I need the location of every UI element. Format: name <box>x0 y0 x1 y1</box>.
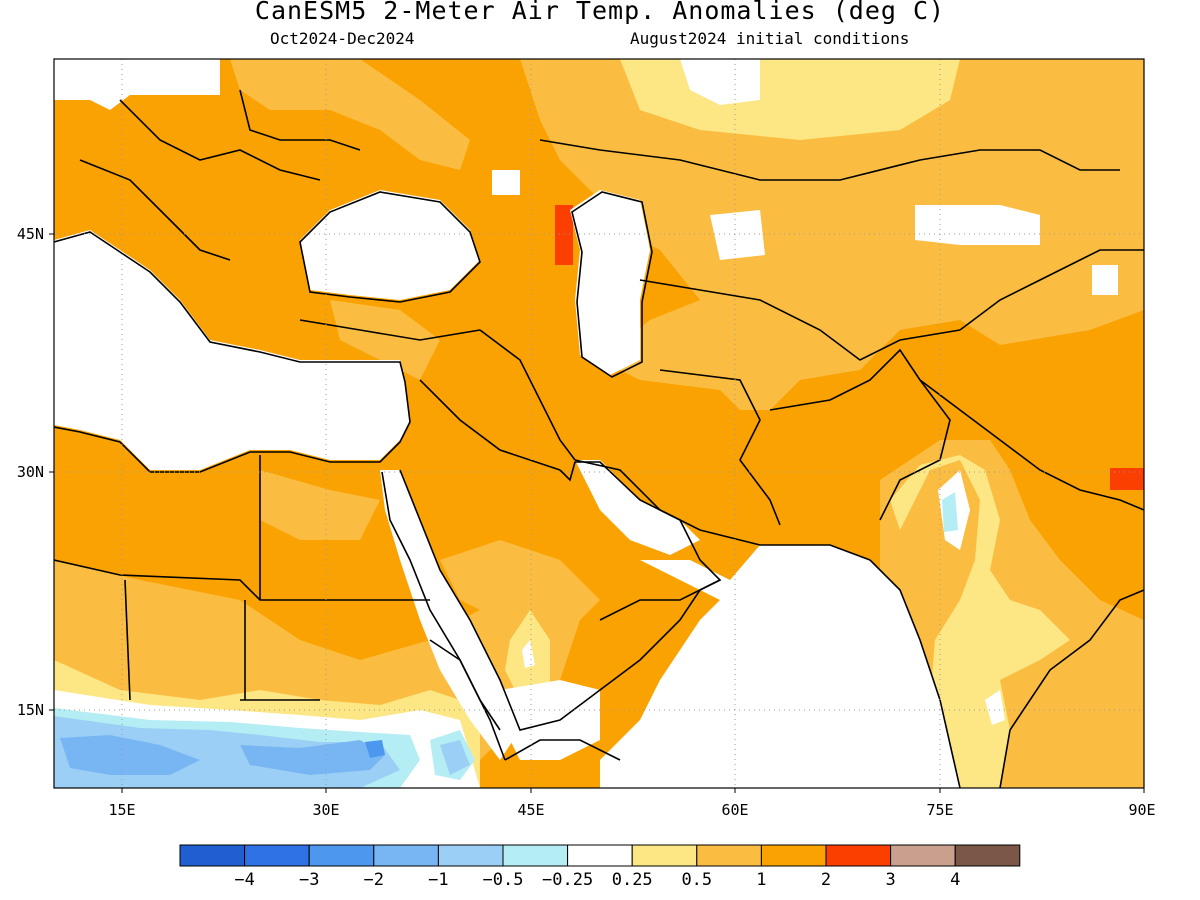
lon-tick-label: 75E <box>926 801 953 819</box>
border-yemen-oman <box>599 579 721 621</box>
border-iran-afghanistan <box>659 369 781 526</box>
map-title: CanESM5 2-Meter Air Temp. Anomalies (deg… <box>254 0 946 25</box>
lat-tick-label: 15N <box>17 701 44 719</box>
forecast-period: Oct2024-Dec2024 <box>270 29 415 48</box>
colorbar-label: −0.25 <box>542 870 593 890</box>
coastline-black-sea <box>299 191 481 303</box>
axis-ticks <box>49 233 1145 793</box>
colorbar-label: 0.25 <box>612 870 653 890</box>
anomaly-region-near-zero <box>680 59 760 105</box>
colorbar-bin <box>437 844 504 867</box>
colorbar-label: 3 <box>885 870 895 890</box>
colorbar-bin <box>567 844 633 867</box>
colorbar-label: 0.5 <box>681 870 712 890</box>
anomaly-region-near-zero <box>985 690 1005 725</box>
colorbar-label: −4 <box>234 870 254 890</box>
colorbar-bin <box>890 844 956 867</box>
masked-northwest-cells <box>54 59 220 110</box>
border-russia-kazakh <box>539 139 1120 181</box>
mediterranean-sea <box>54 230 410 470</box>
colorbar-label: 1 <box>756 870 766 890</box>
red-sea <box>380 470 520 760</box>
coastlines <box>54 89 1144 788</box>
colorbar-bin <box>179 844 246 867</box>
masked-cell <box>1092 265 1118 295</box>
colorbar-bin <box>631 844 698 867</box>
colorbar: −4 −3 −2 −1 −0.5 −0.25 0.25 0.5 1 2 3 4 <box>179 844 1021 890</box>
anomaly-region-0.5-to-1 <box>260 470 380 540</box>
colorbar-bin <box>760 844 827 867</box>
coastline-caspian <box>571 191 653 378</box>
colorbar-bin <box>373 844 439 867</box>
map-frame <box>53 58 1145 789</box>
colorbar-label: −0.5 <box>483 870 524 890</box>
caspian-sea <box>570 190 650 375</box>
lon-tick-label: 15E <box>108 801 135 819</box>
anomaly-region-minus-2-to-minus-1 <box>60 735 200 775</box>
coastline-arabia <box>399 461 722 731</box>
coastline-somalia <box>504 739 621 761</box>
colorbar-label: −2 <box>364 870 384 890</box>
coastline-mediterranean <box>54 231 411 473</box>
anomaly-region-0.5-to-1 <box>230 59 470 170</box>
border-europe-3 <box>239 89 361 151</box>
graticule <box>54 59 1144 788</box>
lon-tick-label: 45E <box>517 801 544 819</box>
lon-tick-label: 90E <box>1128 801 1155 819</box>
anomaly-region-minus-3-to-minus-2 <box>365 740 385 758</box>
black-sea <box>300 190 480 300</box>
lat-tick-label: 30N <box>17 463 44 481</box>
colorbar-label: 4 <box>950 870 960 890</box>
border-central-asia <box>639 279 961 361</box>
initial-conditions: August2024 initial conditions <box>630 29 910 48</box>
anomaly-region-2-to-3 <box>1110 468 1144 490</box>
border-europe-1 <box>119 99 321 181</box>
masked-cell <box>492 170 520 195</box>
anomaly-region-0.5-to-1 <box>440 540 600 640</box>
anomaly-field <box>54 59 1144 788</box>
border-saudi <box>419 379 561 471</box>
border-india-china <box>919 379 1144 511</box>
lon-tick-label: 30E <box>312 801 339 819</box>
coastline-india <box>869 559 1144 788</box>
anomaly-region-minus-2-to-minus-1 <box>240 740 385 775</box>
anomaly-region-2-to-3 <box>555 205 573 265</box>
colorbar-bin <box>502 844 569 867</box>
border-ethiopia <box>429 639 501 731</box>
lon-tick-label: 60E <box>721 801 748 819</box>
border-west-africa <box>124 579 131 701</box>
colorbar-bin <box>308 844 375 867</box>
anomaly-region-0.5-to-1 <box>330 300 440 380</box>
colorbar-bin <box>825 844 892 867</box>
border-sudan <box>240 600 320 701</box>
coastline-red-sea-west <box>381 471 506 761</box>
colorbar-label: 2 <box>821 870 831 890</box>
anomaly-region-minus-0.5-to-minus-0.25 <box>942 492 958 532</box>
coastline-persian-gulf-north <box>574 459 871 561</box>
colorbar-label: −3 <box>299 870 319 890</box>
arabian-sea <box>600 545 960 788</box>
anomaly-region-0.5-to-1 <box>520 59 1144 410</box>
persian-gulf <box>575 460 700 555</box>
colorbar-bin <box>696 844 762 867</box>
colorbar-label: −1 <box>428 870 448 890</box>
masked-aral-cells <box>710 210 765 260</box>
border-china-mongolia <box>959 249 1144 331</box>
border-turkey-syria <box>299 319 481 341</box>
masked-balkhash-cells <box>915 205 1040 245</box>
colorbar-bin <box>954 844 1021 867</box>
colorbar-bin <box>244 844 310 867</box>
lat-tick-label: 45N <box>17 225 44 243</box>
anomaly-region-minus-1-to-minus-0.5 <box>440 740 470 775</box>
anomaly-region-near-zero <box>522 640 535 668</box>
border-iran-iraq <box>479 329 576 461</box>
border-europe-2 <box>79 159 231 261</box>
